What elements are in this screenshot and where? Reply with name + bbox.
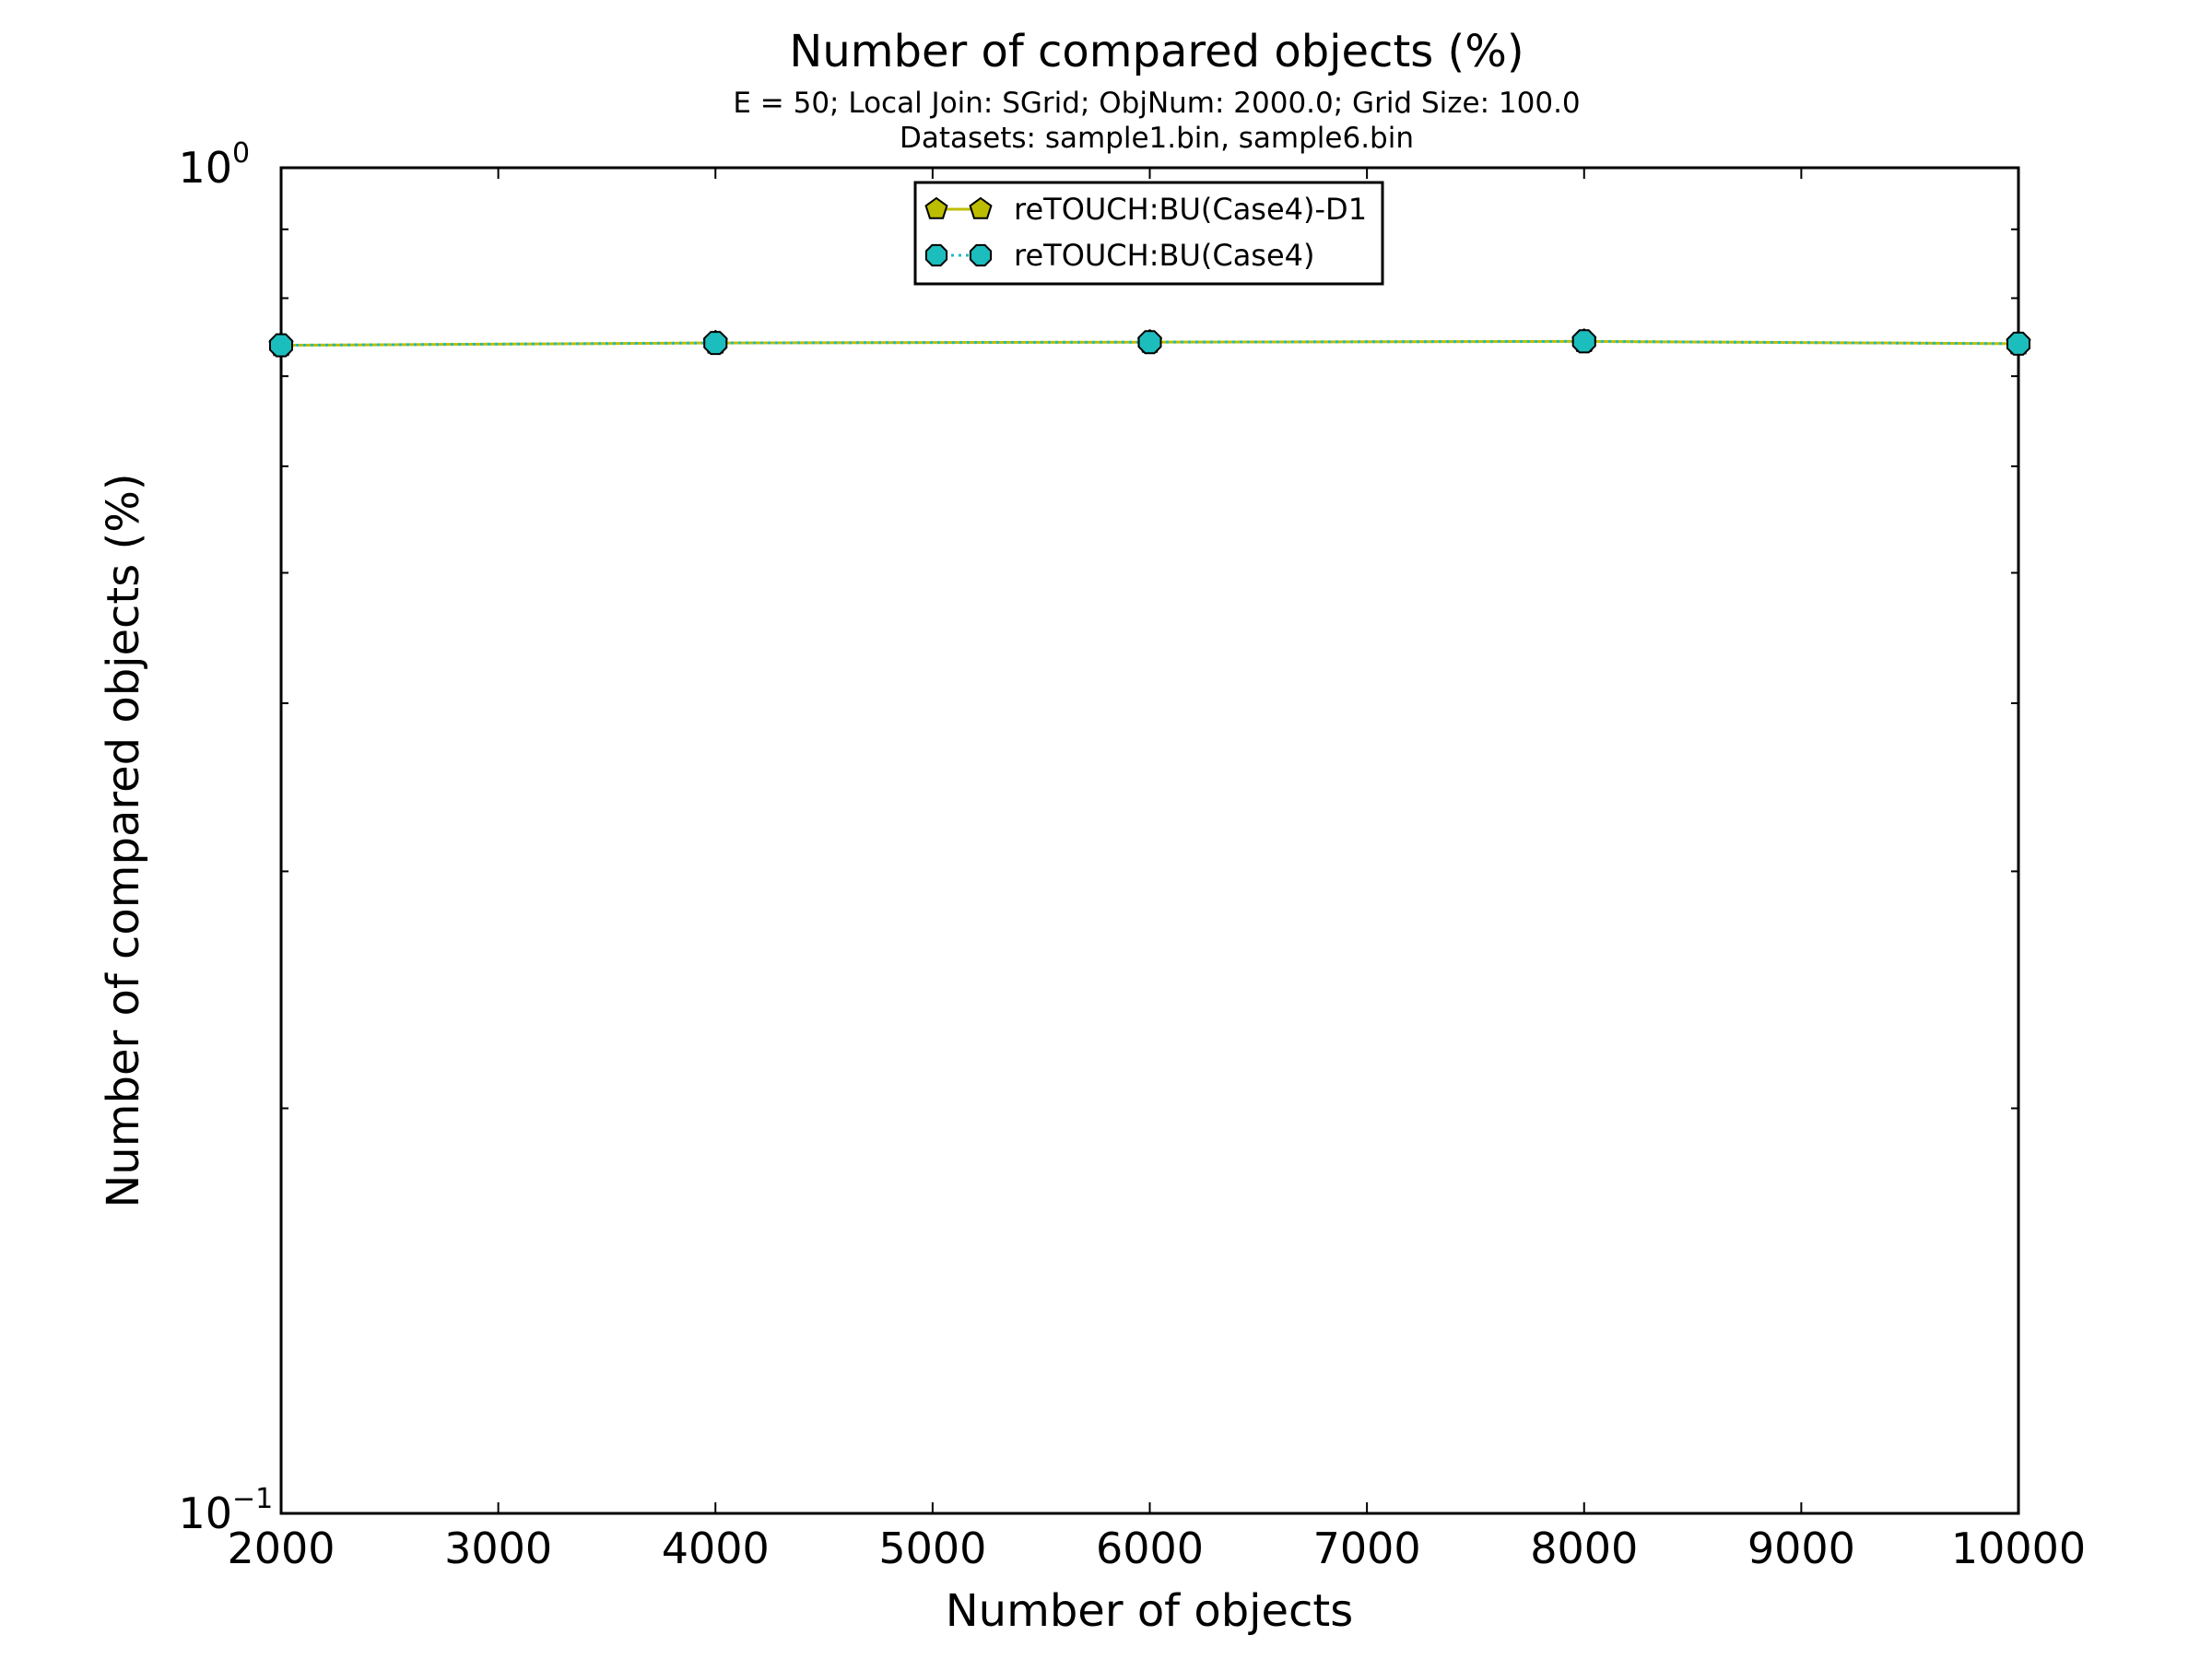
chart-title: Number of compared objects (%) — [789, 26, 1524, 77]
x-axis-label: Number of objects — [946, 1585, 1354, 1637]
plot-frame — [279, 166, 2020, 1515]
legend-item-2: reTOUCH:BU(Case4) — [924, 238, 1315, 273]
y-tick-label: 10 −1 — [178, 1483, 273, 1538]
series-2-point — [703, 331, 728, 356]
legend: reTOUCH:BU(Case4)-D1 reTOUCH:BU(Case4) — [913, 181, 1384, 286]
x-tick-label: 6000 — [1096, 1524, 1204, 1573]
legend-marker — [924, 196, 948, 219]
series-2-point — [1571, 329, 1596, 354]
chart-subtitle-line-2: Datasets: sample1.bin, sample6.bin — [900, 122, 1414, 155]
x-tick-label: 8000 — [1530, 1524, 1638, 1573]
x-tick-label: 7000 — [1313, 1524, 1421, 1573]
series-2-point — [2006, 331, 2030, 356]
legend-box — [913, 181, 1384, 286]
y-axis-label: Number of compared objects (%) — [98, 473, 149, 1207]
series-layer — [268, 328, 2031, 358]
legend-item-1: reTOUCH:BU(Case4)-D1 — [924, 192, 1367, 227]
series-2-point — [1137, 330, 1162, 355]
x-tick-label: 5000 — [878, 1524, 986, 1573]
x-tick-label: 4000 — [662, 1524, 770, 1573]
x-axis-tick-labels: 2000 3000 4000 5000 6000 7000 8000 9000 10000 — [227, 1524, 2086, 1573]
legend-marker — [969, 196, 993, 219]
y-tick-label-exponent: −1 — [232, 1483, 273, 1515]
series-2-point — [269, 333, 293, 358]
legend-label: reTOUCH:BU(Case4)-D1 — [1014, 192, 1367, 227]
y-tick-label-base: 10 — [178, 143, 232, 193]
x-tick-label: 2000 — [227, 1524, 335, 1573]
legend-label: reTOUCH:BU(Case4) — [1014, 238, 1315, 273]
legend-marker — [969, 243, 993, 267]
plot-area — [268, 166, 2031, 1515]
x-tick-label: 9000 — [1747, 1524, 1855, 1573]
y-tick-label-exponent: 0 — [232, 137, 250, 170]
chart-subtitle-line-1: E = 50; Local Join: SGrid; ObjNum: 2000.… — [733, 87, 1580, 120]
x-tick-label: 10000 — [1951, 1524, 2086, 1573]
y-tick-label: 10 0 — [178, 137, 250, 193]
y-tick-label-base: 10 — [178, 1488, 232, 1538]
series-line-2 — [280, 339, 2019, 347]
y-axis-ticks — [281, 167, 2018, 1514]
x-axis-ticks — [280, 168, 2019, 1513]
legend-marker — [924, 243, 948, 267]
x-tick-label: 3000 — [444, 1524, 552, 1573]
